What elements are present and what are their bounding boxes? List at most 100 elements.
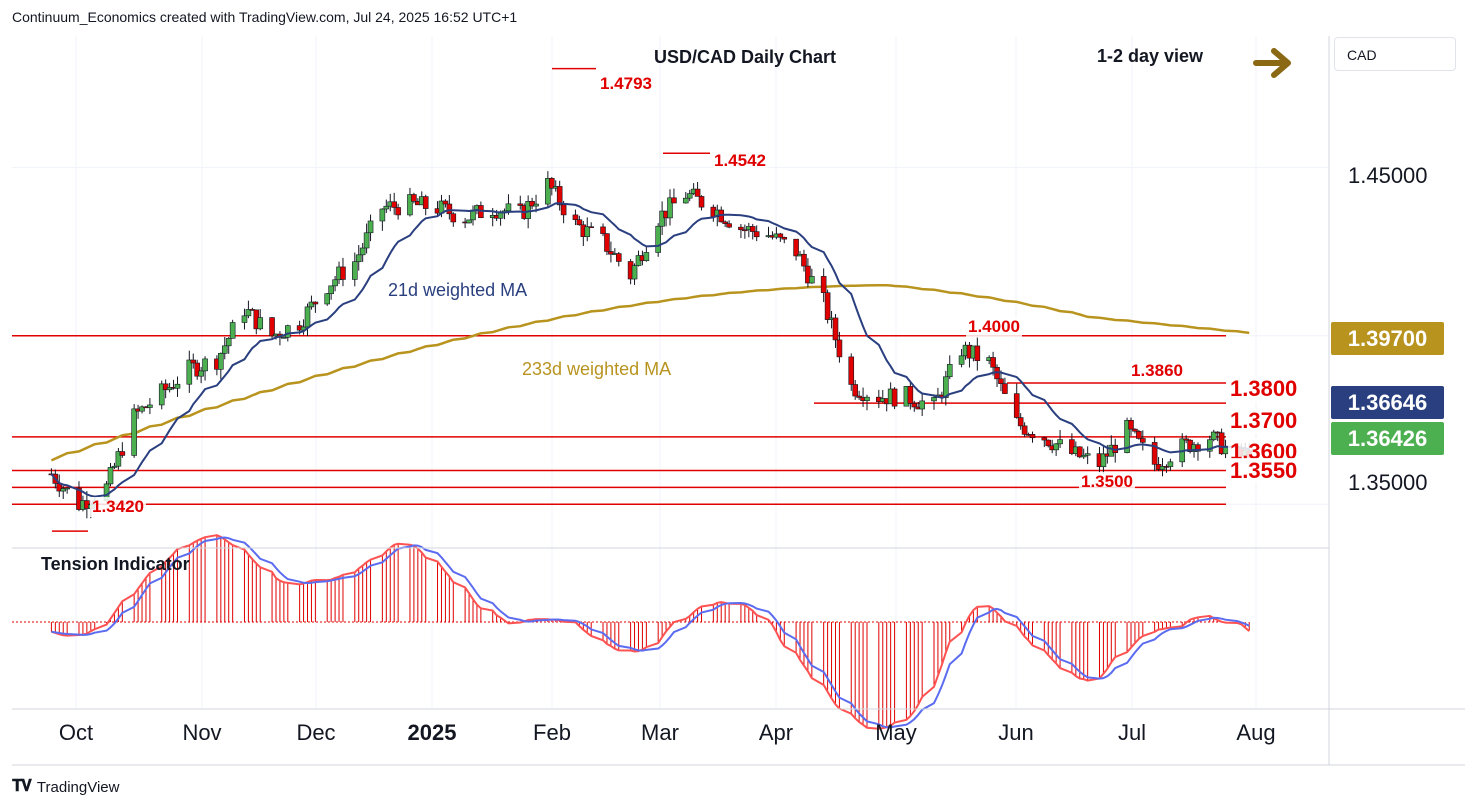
candle-down — [517, 203, 524, 206]
candle-up — [1100, 453, 1107, 468]
candle-down — [891, 388, 898, 407]
candle-down — [856, 395, 862, 398]
candle-down — [832, 317, 839, 341]
x-tick-2025: 2025 — [407, 720, 457, 745]
candle-up — [147, 404, 153, 408]
candle-down — [801, 253, 807, 267]
candle-down — [269, 317, 275, 337]
candle-up — [1053, 443, 1059, 451]
candle-down — [820, 276, 827, 293]
level-label-14542: 1.4542 — [712, 151, 768, 171]
candle-up — [131, 408, 137, 456]
x-tick-apr: Apr — [758, 720, 794, 745]
candle-up — [584, 226, 591, 237]
candle-up — [809, 276, 815, 284]
candle-down — [1136, 430, 1142, 439]
level-label-13420: 1.3420 — [90, 497, 146, 517]
candle-up — [919, 400, 925, 410]
ma21-line — [50, 202, 1250, 498]
candle-down — [848, 356, 855, 385]
price-box-ma21: 1.36646 — [1331, 386, 1444, 419]
candle-up — [931, 397, 937, 402]
candle-down — [600, 226, 606, 234]
candle-up — [497, 212, 504, 219]
candle-down — [76, 487, 82, 510]
candle-down — [446, 203, 453, 215]
candle-down — [852, 384, 858, 397]
candle-up — [1159, 466, 1166, 470]
candle-up — [351, 261, 358, 280]
ma233-line — [50, 284, 1250, 462]
chart-title: USD/CAD Daily Chart — [654, 47, 837, 67]
level-label-13860: 1.3860 — [1129, 361, 1185, 381]
candle-down — [777, 233, 784, 238]
candle-up — [332, 279, 338, 287]
candle-down — [194, 362, 200, 377]
candle-up — [107, 467, 114, 485]
candle-down — [836, 339, 843, 358]
tension-line-slow — [51, 536, 1250, 729]
candle-down — [805, 265, 811, 284]
candle-up — [281, 337, 287, 339]
candle-up — [631, 265, 638, 280]
candle-down — [1195, 444, 1201, 452]
candle-up — [505, 203, 512, 212]
candle-up — [324, 293, 331, 305]
candle-up — [328, 285, 334, 294]
candle-down — [1140, 438, 1146, 443]
candle-down — [1045, 439, 1052, 447]
support-resistance-lines — [12, 67, 1226, 532]
candle-up — [308, 301, 315, 308]
candle-down — [726, 223, 732, 228]
candle-up — [659, 210, 665, 227]
candle-up — [355, 254, 362, 263]
x-tick-dec: Dec — [296, 720, 336, 745]
candle-up — [60, 488, 67, 492]
candle-down — [1183, 438, 1189, 441]
candle-up — [241, 315, 248, 323]
candle-up — [1057, 439, 1063, 445]
y-tick-135000: 1.35000 — [1348, 470, 1428, 495]
candle-down — [998, 378, 1004, 384]
candle-down — [990, 357, 996, 368]
ma21-path — [50, 202, 1250, 498]
x-tick-aug: Aug — [1236, 720, 1276, 745]
x-tick-jun: Jun — [998, 720, 1034, 745]
candle-up — [383, 205, 390, 210]
candle-down — [340, 266, 346, 280]
price-box-last: 1.36426 — [1331, 422, 1444, 455]
candle-down — [698, 196, 705, 208]
candle-down — [974, 345, 981, 362]
candle-down — [1218, 432, 1225, 455]
candle-down — [529, 201, 535, 207]
candle-down — [560, 204, 567, 216]
chart-frame — [12, 36, 1465, 766]
candle-down — [742, 229, 748, 232]
candle-down — [738, 226, 744, 231]
level-label-13550: 1.3550 — [1228, 458, 1300, 484]
ma233-path — [50, 284, 1250, 462]
candle-up — [1210, 431, 1217, 441]
candle-down — [608, 251, 614, 255]
candle-down — [450, 213, 457, 223]
attribution-header: Continuum_Economics created with Trading… — [12, 9, 518, 25]
candle-up — [655, 225, 661, 253]
candle-down — [119, 451, 126, 456]
candle-down — [395, 207, 401, 216]
candle-down — [162, 383, 169, 391]
level-label-14000: 1.4000 — [966, 317, 1022, 337]
candle-up — [221, 345, 228, 354]
candle-up — [111, 465, 118, 468]
level-label-13800: 1.3800 — [1228, 376, 1300, 402]
candle-up — [115, 451, 122, 467]
candle-down — [190, 359, 197, 364]
candle-down — [911, 403, 918, 408]
tradingview-logo[interactable]: 𝐓𝐕 TradingView — [12, 778, 119, 796]
candle-down — [722, 221, 728, 224]
candle-down — [907, 386, 914, 404]
candle-down — [824, 292, 831, 320]
currency-selector[interactable]: CAD — [1334, 37, 1456, 71]
candle-up — [1080, 454, 1087, 458]
candle-down — [781, 237, 788, 240]
